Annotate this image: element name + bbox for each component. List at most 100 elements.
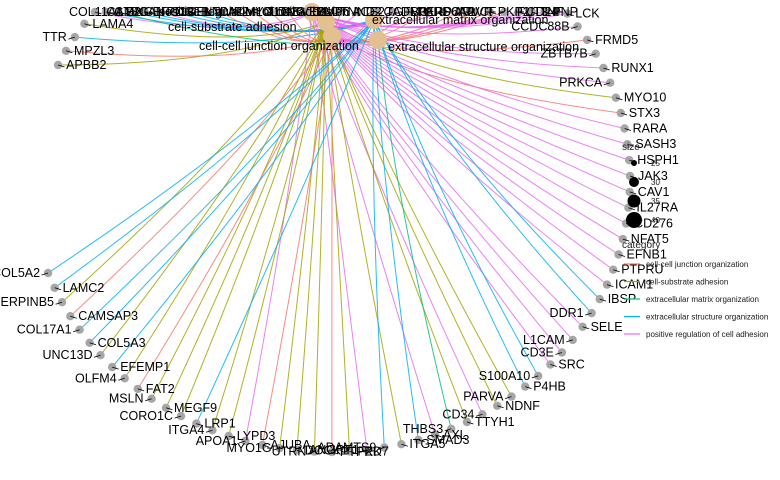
category-label-cell-substrate-adhesion: cell-substrate adhesion	[168, 20, 297, 34]
gene-leader-tgfbr1	[436, 11, 444, 15]
gene-label-adamts9: ADAMTS9	[317, 441, 376, 455]
gene-label-ptprk: PTPRK	[340, 445, 382, 459]
edge-apoa1	[244, 11, 313, 442]
gene-label-s100a10: S100A10	[479, 369, 530, 383]
gene-label-fut3: FUT3	[517, 5, 548, 19]
gene-label-zbtb7b: ZBTB7B	[540, 47, 587, 61]
gene-label-tgfbr1: TGFBR1	[386, 5, 435, 19]
gene-leader-ndnf	[497, 405, 504, 409]
edge-cav1	[311, 11, 630, 193]
gene-label-parva: PARVA	[463, 390, 504, 404]
gene-label-icam2: ICAM2	[103, 5, 141, 19]
category-legend-label-positive-regulation-of-cell-adhesion: positive regulation of cell adhesion	[646, 330, 768, 339]
edge-apbb2	[58, 21, 327, 66]
gene-label-cav1: CAV1	[638, 185, 670, 199]
gene-label-col5a3: COL5A3	[98, 336, 146, 350]
edge-cd3e	[311, 11, 563, 353]
edge-hsph1	[311, 11, 630, 161]
edge-col5a3	[89, 19, 375, 344]
edge-jak3	[311, 11, 631, 177]
gene-label-tln2: TLN2	[267, 5, 298, 19]
gene-label-efemp1: EFEMP1	[120, 360, 170, 374]
edge-sash3	[311, 11, 628, 145]
edge-ero1b	[144, 11, 375, 32]
category-label-positive-regulation-of-cell-adhesion: positive regulation of cell adhesion	[158, 5, 349, 19]
gene-leader-frmd5	[586, 39, 594, 43]
gene-leader-col5a2	[41, 272, 49, 276]
gene-label-cadm3: CADM3	[384, 5, 428, 19]
gene-leader-gjc1	[287, 11, 295, 15]
edge-lamc2	[54, 19, 375, 289]
gene-node-ajuba	[258, 440, 267, 450]
gene-leader-camsap3	[70, 315, 77, 319]
gene-label-coro1c: CORO1C	[120, 409, 173, 423]
gene-label-camsap3: CAMSAP3	[78, 309, 138, 323]
gene-label-ddr1: DDR1	[550, 306, 584, 320]
category-node-extracellular-matrix-organization	[365, 11, 383, 29]
gene-label-stx3: STX3	[629, 106, 660, 120]
gene-node-smad3	[414, 435, 423, 445]
gene-leader-cd34	[475, 413, 483, 417]
gene-leader-ero1b	[144, 11, 152, 15]
gene-label-il27ra: IL27RA	[636, 201, 678, 215]
gene-label-ptpru: PTPRU	[621, 263, 663, 277]
category-legend-label-extracellular-matrix-organization: extracellular matrix organization	[646, 295, 759, 304]
category-legend: cell-cell junction organization cell-subs…	[624, 260, 768, 339]
edge-adamts9	[372, 19, 385, 448]
gene-leader-myo1g	[273, 447, 280, 451]
gene-label-cd3e: CD3E	[521, 346, 554, 360]
gene-node-pvr	[454, 7, 464, 17]
gene-label-lama4: LAMA4	[92, 17, 133, 31]
gene-label-megf9: MEGF9	[174, 401, 217, 415]
gene-node-fzd7	[345, 447, 354, 456]
gene-label-sash3: SASH3	[635, 137, 676, 151]
gene-label-arvcf: ARVCF	[454, 5, 497, 19]
gene-leader-ajuba	[262, 444, 269, 448]
category-legend-label-extracellular-structure-organization: extracellular structure organization	[646, 313, 768, 322]
gene-label-pnp: PNP	[552, 5, 578, 19]
category-legend-label-cell-cell-junction-organization: cell-cell junction organization	[646, 260, 748, 269]
gene-leader-icam2	[94, 11, 102, 15]
edge-msln	[151, 21, 327, 399]
edge-olfm4	[124, 21, 327, 379]
gene-leader-fut3	[549, 11, 557, 15]
gene-label-angpt1: ANGPT1	[309, 443, 359, 457]
gene-leader-cav1	[629, 191, 637, 195]
gene-leader-myo1c	[236, 11, 244, 15]
gene-label-ttyh1: TTYH1	[475, 415, 515, 429]
gene-label-fscn1: FSCN1	[435, 5, 476, 19]
gene-leader-efemp1	[112, 366, 119, 370]
gene-leader-coro1c	[174, 415, 182, 419]
gene-label-sele: SELE	[591, 320, 623, 334]
gene-label-mpzl3: MPZL3	[74, 44, 114, 58]
gene-leader-lamc2	[54, 287, 62, 291]
gene-label-ccdc88b: CCDC88B	[511, 20, 569, 34]
gene-label-efnb1: EFNB1	[627, 248, 667, 262]
gene-leader-pnp	[544, 11, 551, 15]
category-node-layer	[303, 3, 387, 49]
edge-ptpru	[311, 11, 614, 271]
legend: size 25 30 35 40 category cell-cell junctio…	[622, 142, 768, 339]
gene-label-lamc2: LAMC2	[63, 281, 105, 295]
edge-megf9	[165, 21, 327, 409]
gene-leader-ptprk	[331, 451, 339, 455]
gene-node-l1cam	[568, 335, 577, 345]
edge-itga5	[325, 21, 402, 445]
gene-leader-utrn	[307, 451, 315, 454]
gene-leader-tln2	[298, 11, 306, 15]
gene-leader-pdgfb	[158, 11, 166, 15]
gene-leader-lama4	[84, 23, 91, 27]
gene-leader-prkca	[603, 82, 611, 86]
gene-leader-axl	[434, 434, 442, 438]
edge-coro1c	[180, 21, 327, 417]
gene-leader-cd3e	[555, 352, 563, 355]
category-label-cell-cell-junction-organization: cell-cell junction organization	[199, 39, 359, 53]
gene-node-parva	[507, 392, 516, 401]
gene-leader-lck	[567, 13, 574, 16]
edge-rara	[311, 11, 625, 129]
edge-col17a1	[79, 19, 375, 331]
gene-label-pard6a: PARD6A	[418, 5, 468, 19]
gene-label-ndnf: NDNF	[505, 399, 540, 413]
gene-leader-svep1	[334, 11, 341, 15]
gene-label-myo1g: MYO1G	[226, 441, 271, 455]
